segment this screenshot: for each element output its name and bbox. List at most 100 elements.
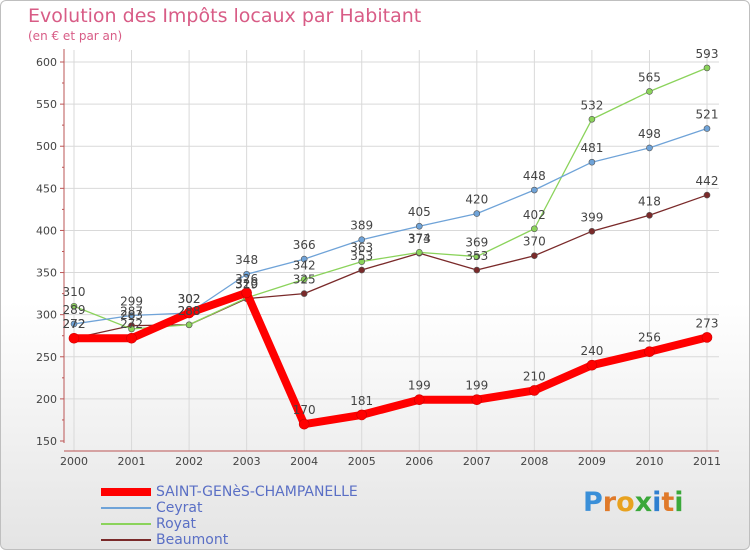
- data-label: 256: [638, 331, 661, 345]
- chart-subtitle: (en € et par an): [28, 29, 123, 43]
- x-tick-label: 2008: [520, 455, 548, 468]
- data-point: [703, 191, 711, 199]
- data-label: 199: [408, 379, 431, 393]
- legend-label: SAINT-GENèS-CHAMPANELLE: [156, 484, 358, 500]
- y-tick-label: 300: [36, 309, 57, 322]
- data-label: 389: [350, 219, 373, 233]
- data-label: 348: [235, 253, 258, 267]
- logo-letter: P: [583, 487, 603, 518]
- y-tick-label: 550: [36, 98, 57, 111]
- data-label: 302: [178, 292, 201, 306]
- chart-title: Evolution des Impôts locaux par Habitant: [28, 5, 422, 27]
- logo-letter: r: [602, 487, 617, 518]
- data-label: 420: [465, 193, 488, 207]
- x-tick-label: 2005: [348, 455, 376, 468]
- data-point: [646, 88, 653, 95]
- x-tick-label: 2010: [635, 455, 663, 468]
- data-point: [126, 332, 137, 344]
- data-label: 310: [63, 285, 86, 299]
- data-label: 353: [350, 249, 373, 263]
- data-point: [531, 225, 538, 233]
- y-tick-label: 450: [36, 182, 57, 195]
- data-point: [703, 64, 711, 72]
- data-point: [358, 266, 366, 274]
- data-label: 521: [696, 108, 719, 122]
- data-label: 181: [350, 394, 373, 408]
- data-label: 272: [63, 317, 86, 331]
- data-point: [70, 302, 78, 310]
- data-point: [701, 332, 713, 343]
- y-tick-label: 200: [36, 393, 57, 406]
- data-point: [473, 266, 481, 274]
- y-tick-label: 400: [36, 224, 57, 237]
- data-point: [588, 158, 596, 166]
- series-line: [73, 67, 708, 330]
- data-point: [529, 385, 540, 396]
- data-label: 363: [350, 241, 373, 255]
- data-label: 288: [178, 304, 201, 318]
- legend-swatch: [101, 507, 151, 509]
- data-point: [646, 144, 653, 152]
- x-tick-label: 2000: [60, 455, 88, 468]
- data-point: [531, 252, 538, 260]
- x-tick-label: 2002: [175, 455, 203, 468]
- data-label: 240: [580, 344, 603, 358]
- data-point: [531, 186, 538, 194]
- logo-letter: t: [661, 487, 675, 518]
- data-point: [128, 312, 135, 319]
- data-point: [356, 409, 368, 421]
- data-point: [646, 211, 653, 219]
- data-point: [644, 346, 655, 358]
- logo-letter: i: [674, 487, 684, 518]
- x-tick-label: 2009: [578, 455, 606, 468]
- data-label: 287: [120, 305, 143, 319]
- data-label: 481: [580, 141, 603, 155]
- data-label: 283: [120, 308, 143, 322]
- data-label: 320: [235, 277, 258, 291]
- data-point: [300, 255, 308, 263]
- y-tick-label: 150: [36, 435, 57, 448]
- data-point: [358, 258, 366, 265]
- legend-label: Beaumont: [156, 532, 229, 548]
- data-label: 593: [696, 47, 719, 61]
- data-point: [586, 359, 598, 371]
- data-point: [413, 394, 425, 406]
- legend-swatch: [101, 539, 151, 541]
- logo-letter: i: [652, 487, 662, 518]
- legend-swatch: [101, 523, 151, 525]
- data-point: [471, 394, 483, 406]
- data-label: 402: [523, 208, 546, 222]
- data-point: [588, 115, 596, 123]
- data-point: [68, 332, 80, 344]
- data-point: [473, 210, 481, 217]
- data-label: 199: [465, 379, 488, 393]
- data-label: 272: [120, 317, 143, 331]
- data-point: [415, 222, 423, 230]
- data-label: 299: [120, 295, 143, 309]
- data-label: 326: [235, 272, 258, 286]
- data-point: [703, 125, 711, 132]
- data-label: 448: [523, 169, 546, 183]
- data-point: [185, 321, 193, 329]
- series-line: [70, 288, 711, 429]
- legend-label: Royat: [156, 516, 197, 532]
- x-tick-label: 2001: [118, 455, 146, 468]
- data-label: 366: [293, 238, 316, 252]
- data-label: 369: [465, 236, 488, 250]
- data-label: 289: [63, 303, 86, 317]
- data-label: 288: [178, 304, 201, 318]
- x-tick-label: 2003: [233, 455, 261, 468]
- logo-letter: x: [634, 487, 653, 518]
- data-label: 210: [523, 369, 546, 383]
- data-label: 442: [696, 174, 719, 188]
- data-label: 370: [523, 235, 546, 249]
- data-point: [588, 227, 596, 235]
- data-point: [473, 253, 481, 260]
- data-label: 418: [638, 194, 661, 208]
- y-tick-label: 500: [36, 140, 57, 153]
- data-label: 373: [408, 232, 431, 246]
- x-tick-label: 2011: [693, 455, 721, 468]
- data-label: 353: [465, 249, 488, 263]
- data-label: 399: [580, 210, 603, 224]
